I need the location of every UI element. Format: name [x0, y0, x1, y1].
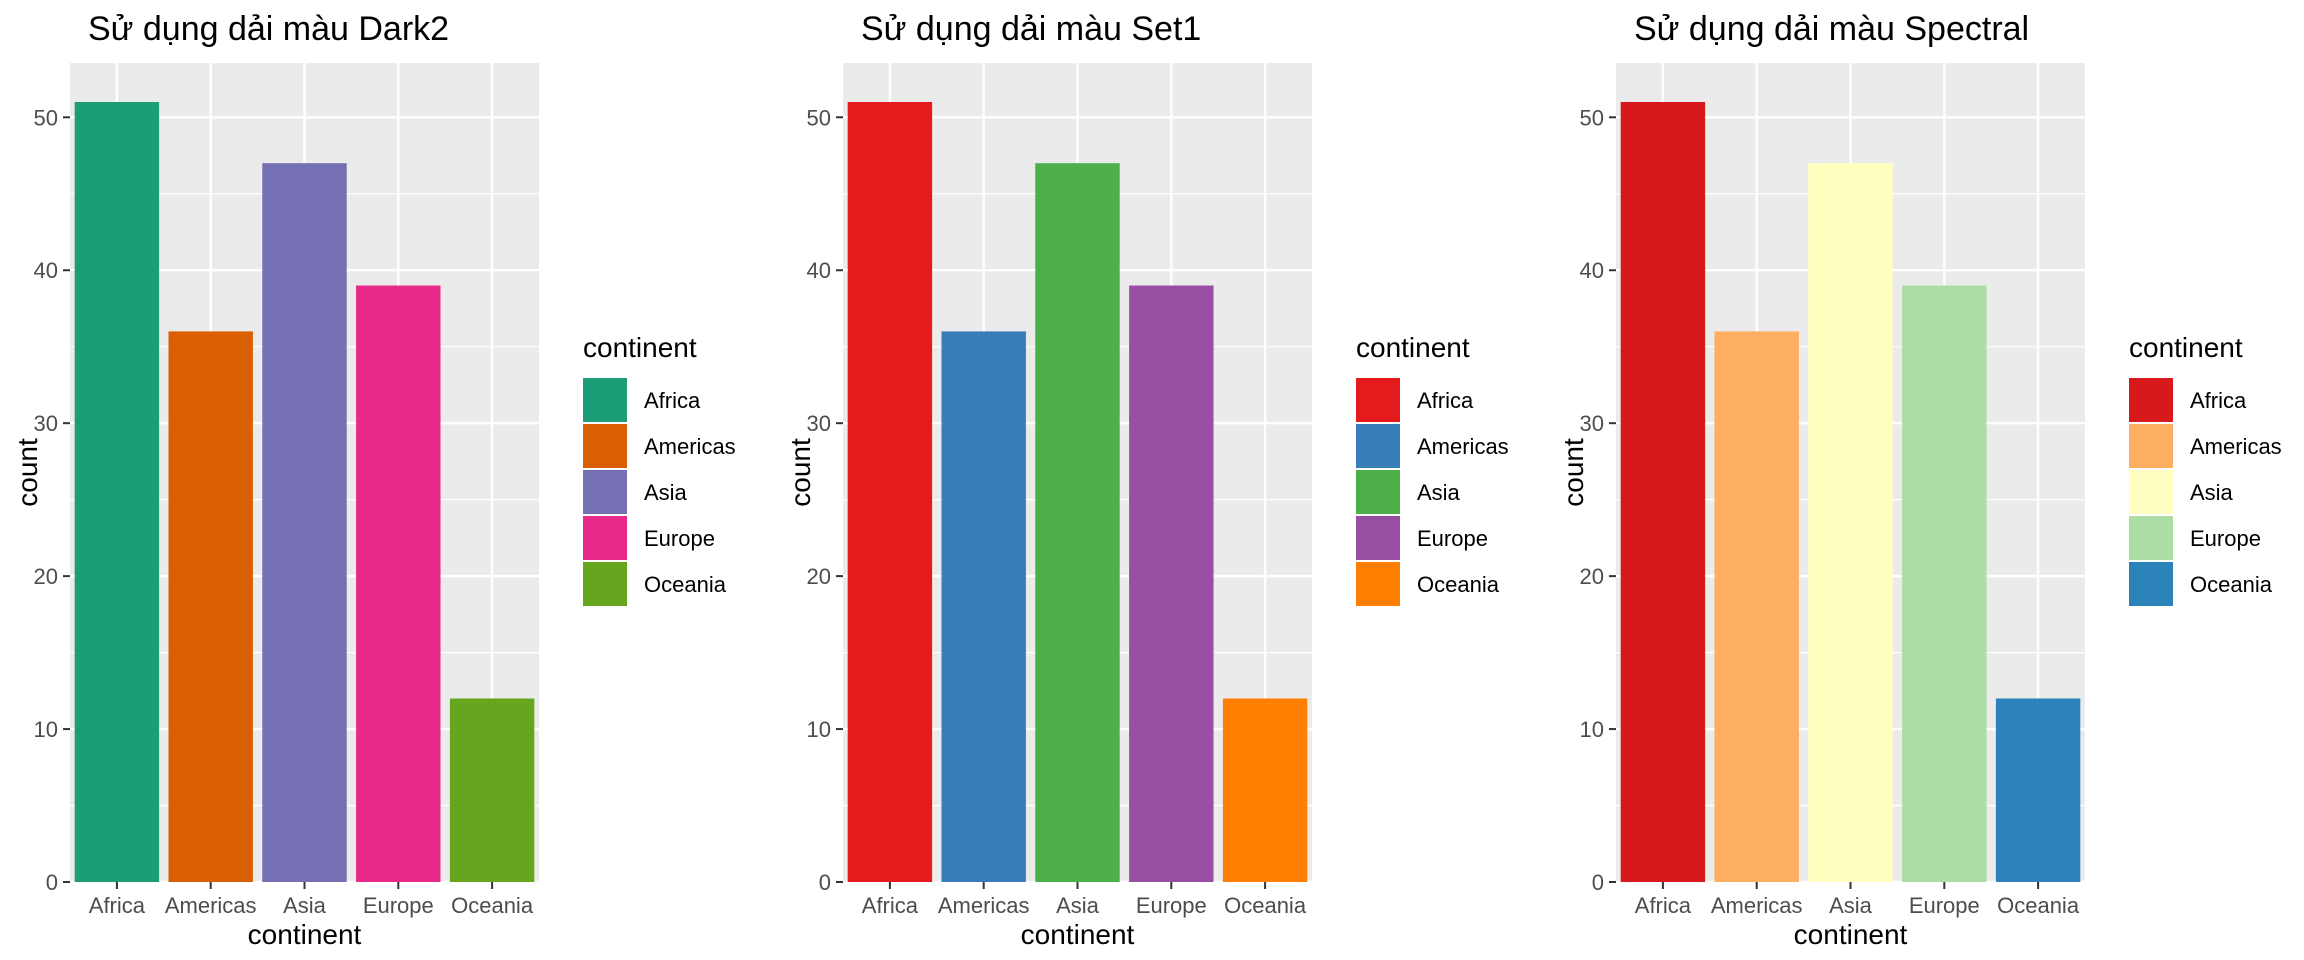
- x-tick-label: Asia: [283, 893, 327, 918]
- legend-key: [583, 470, 627, 514]
- legend-label: Asia: [1417, 480, 1461, 505]
- y-tick-label: 40: [1580, 258, 1604, 283]
- y-tick-label: 10: [1580, 717, 1604, 742]
- chart-title: Sử dụng dải màu Spectral: [1634, 10, 2029, 48]
- legend-title: continent: [1356, 332, 1470, 363]
- y-tick-label: 20: [807, 564, 831, 589]
- legend-key: [2129, 470, 2173, 514]
- x-tick-label: Oceania: [1997, 893, 2080, 918]
- x-tick-label: Oceania: [1224, 893, 1307, 918]
- y-tick-label: 50: [1580, 105, 1604, 130]
- legend-key: [2129, 378, 2173, 422]
- x-axis-title: continent: [248, 919, 362, 950]
- legend-label: Americas: [1417, 434, 1509, 459]
- x-tick-label: Africa: [862, 893, 919, 918]
- y-axis-title: count: [12, 438, 43, 507]
- x-tick-label: Africa: [89, 893, 146, 918]
- legend-label: Americas: [2190, 434, 2282, 459]
- legend-label: Oceania: [1417, 572, 1500, 597]
- x-tick-label: Americas: [1711, 893, 1803, 918]
- bar-africa: [847, 102, 933, 882]
- chart-dark2: Sử dụng dải màu Dark2 0 10 20 30 40 50 Africa Am…: [12, 10, 736, 950]
- y-tick-label: 20: [34, 564, 58, 589]
- legend-label: Asia: [644, 480, 688, 505]
- legend-key: [2129, 516, 2173, 560]
- x-tick-label: Europe: [363, 893, 434, 918]
- bar-asia: [1035, 163, 1120, 883]
- legend-key: [1356, 470, 1400, 514]
- y-tick-label: 40: [34, 258, 58, 283]
- chart-title: Sử dụng dải màu Dark2: [88, 10, 449, 48]
- legend-key: [2129, 562, 2173, 606]
- bar-europe: [356, 285, 441, 882]
- x-tick-label: Americas: [165, 893, 257, 918]
- y-tick-label: 0: [819, 870, 831, 895]
- bar-asia: [1808, 163, 1893, 883]
- y-axis-title: count: [785, 438, 816, 507]
- legend-label: Europe: [644, 526, 715, 551]
- legend-label: Oceania: [2190, 572, 2273, 597]
- bar-americas: [168, 331, 253, 883]
- y-tick-label: 50: [34, 105, 58, 130]
- legend-label: Africa: [1417, 388, 1474, 413]
- legend: continent Africa Americas Asia Europe Oceania: [2129, 332, 2282, 606]
- legend-key: [583, 516, 627, 560]
- legend-label: Americas: [644, 434, 736, 459]
- bar-americas: [1714, 331, 1799, 883]
- legend-key: [583, 378, 627, 422]
- legend-key: [1356, 516, 1400, 560]
- bar-europe: [1902, 285, 1987, 882]
- y-tick-label: 30: [807, 411, 831, 436]
- legend-label: Africa: [644, 388, 701, 413]
- x-axis-title: continent: [1794, 919, 1908, 950]
- x-tick-label: Oceania: [451, 893, 534, 918]
- bar-africa: [74, 102, 160, 882]
- y-tick-label: 0: [1592, 870, 1604, 895]
- chart-spectral: Sử dụng dải màu Spectral 0 10 20 30 40 50 Afric…: [1558, 10, 2282, 950]
- legend-title: continent: [2129, 332, 2243, 363]
- y-tick-label: 10: [807, 717, 831, 742]
- y-tick-label: 50: [807, 105, 831, 130]
- bar-asia: [262, 163, 347, 883]
- y-tick-label: 10: [34, 717, 58, 742]
- legend-key: [1356, 424, 1400, 468]
- legend-key: [1356, 378, 1400, 422]
- legend-key: [583, 562, 627, 606]
- x-tick-label: Europe: [1909, 893, 1980, 918]
- x-tick-label: Asia: [1056, 893, 1100, 918]
- legend-key: [583, 424, 627, 468]
- bar-africa: [1620, 102, 1706, 882]
- bar-oceania: [1222, 698, 1308, 882]
- bar-oceania: [1995, 698, 2081, 882]
- legend-label: Europe: [2190, 526, 2261, 551]
- x-tick-label: Americas: [938, 893, 1030, 918]
- legend-label: Oceania: [644, 572, 727, 597]
- legend-label: Africa: [2190, 388, 2247, 413]
- legend: continent Africa Americas Asia Europe Oceania: [1356, 332, 1509, 606]
- bar-americas: [941, 331, 1026, 883]
- legend-title: continent: [583, 332, 697, 363]
- legend-key: [1356, 562, 1400, 606]
- legend-key: [2129, 424, 2173, 468]
- legend-label: Europe: [1417, 526, 1488, 551]
- chart-title: Sử dụng dải màu Set1: [861, 10, 1201, 48]
- y-tick-label: 20: [1580, 564, 1604, 589]
- y-tick-label: 0: [46, 870, 58, 895]
- bar-oceania: [449, 698, 535, 882]
- x-tick-label: Europe: [1136, 893, 1207, 918]
- y-tick-label: 40: [807, 258, 831, 283]
- chart-set1: Sử dụng dải màu Set1 0 10 20 30 40 50 Africa Ame…: [785, 10, 1509, 950]
- y-tick-label: 30: [1580, 411, 1604, 436]
- x-axis-title: continent: [1021, 919, 1135, 950]
- y-tick-label: 30: [34, 411, 58, 436]
- legend: continent Africa Americas Asia Europe Oceania: [583, 332, 736, 606]
- x-tick-label: Asia: [1829, 893, 1873, 918]
- x-tick-label: Africa: [1635, 893, 1692, 918]
- bar-europe: [1129, 285, 1214, 882]
- legend-label: Asia: [2190, 480, 2234, 505]
- y-axis-title: count: [1558, 438, 1589, 507]
